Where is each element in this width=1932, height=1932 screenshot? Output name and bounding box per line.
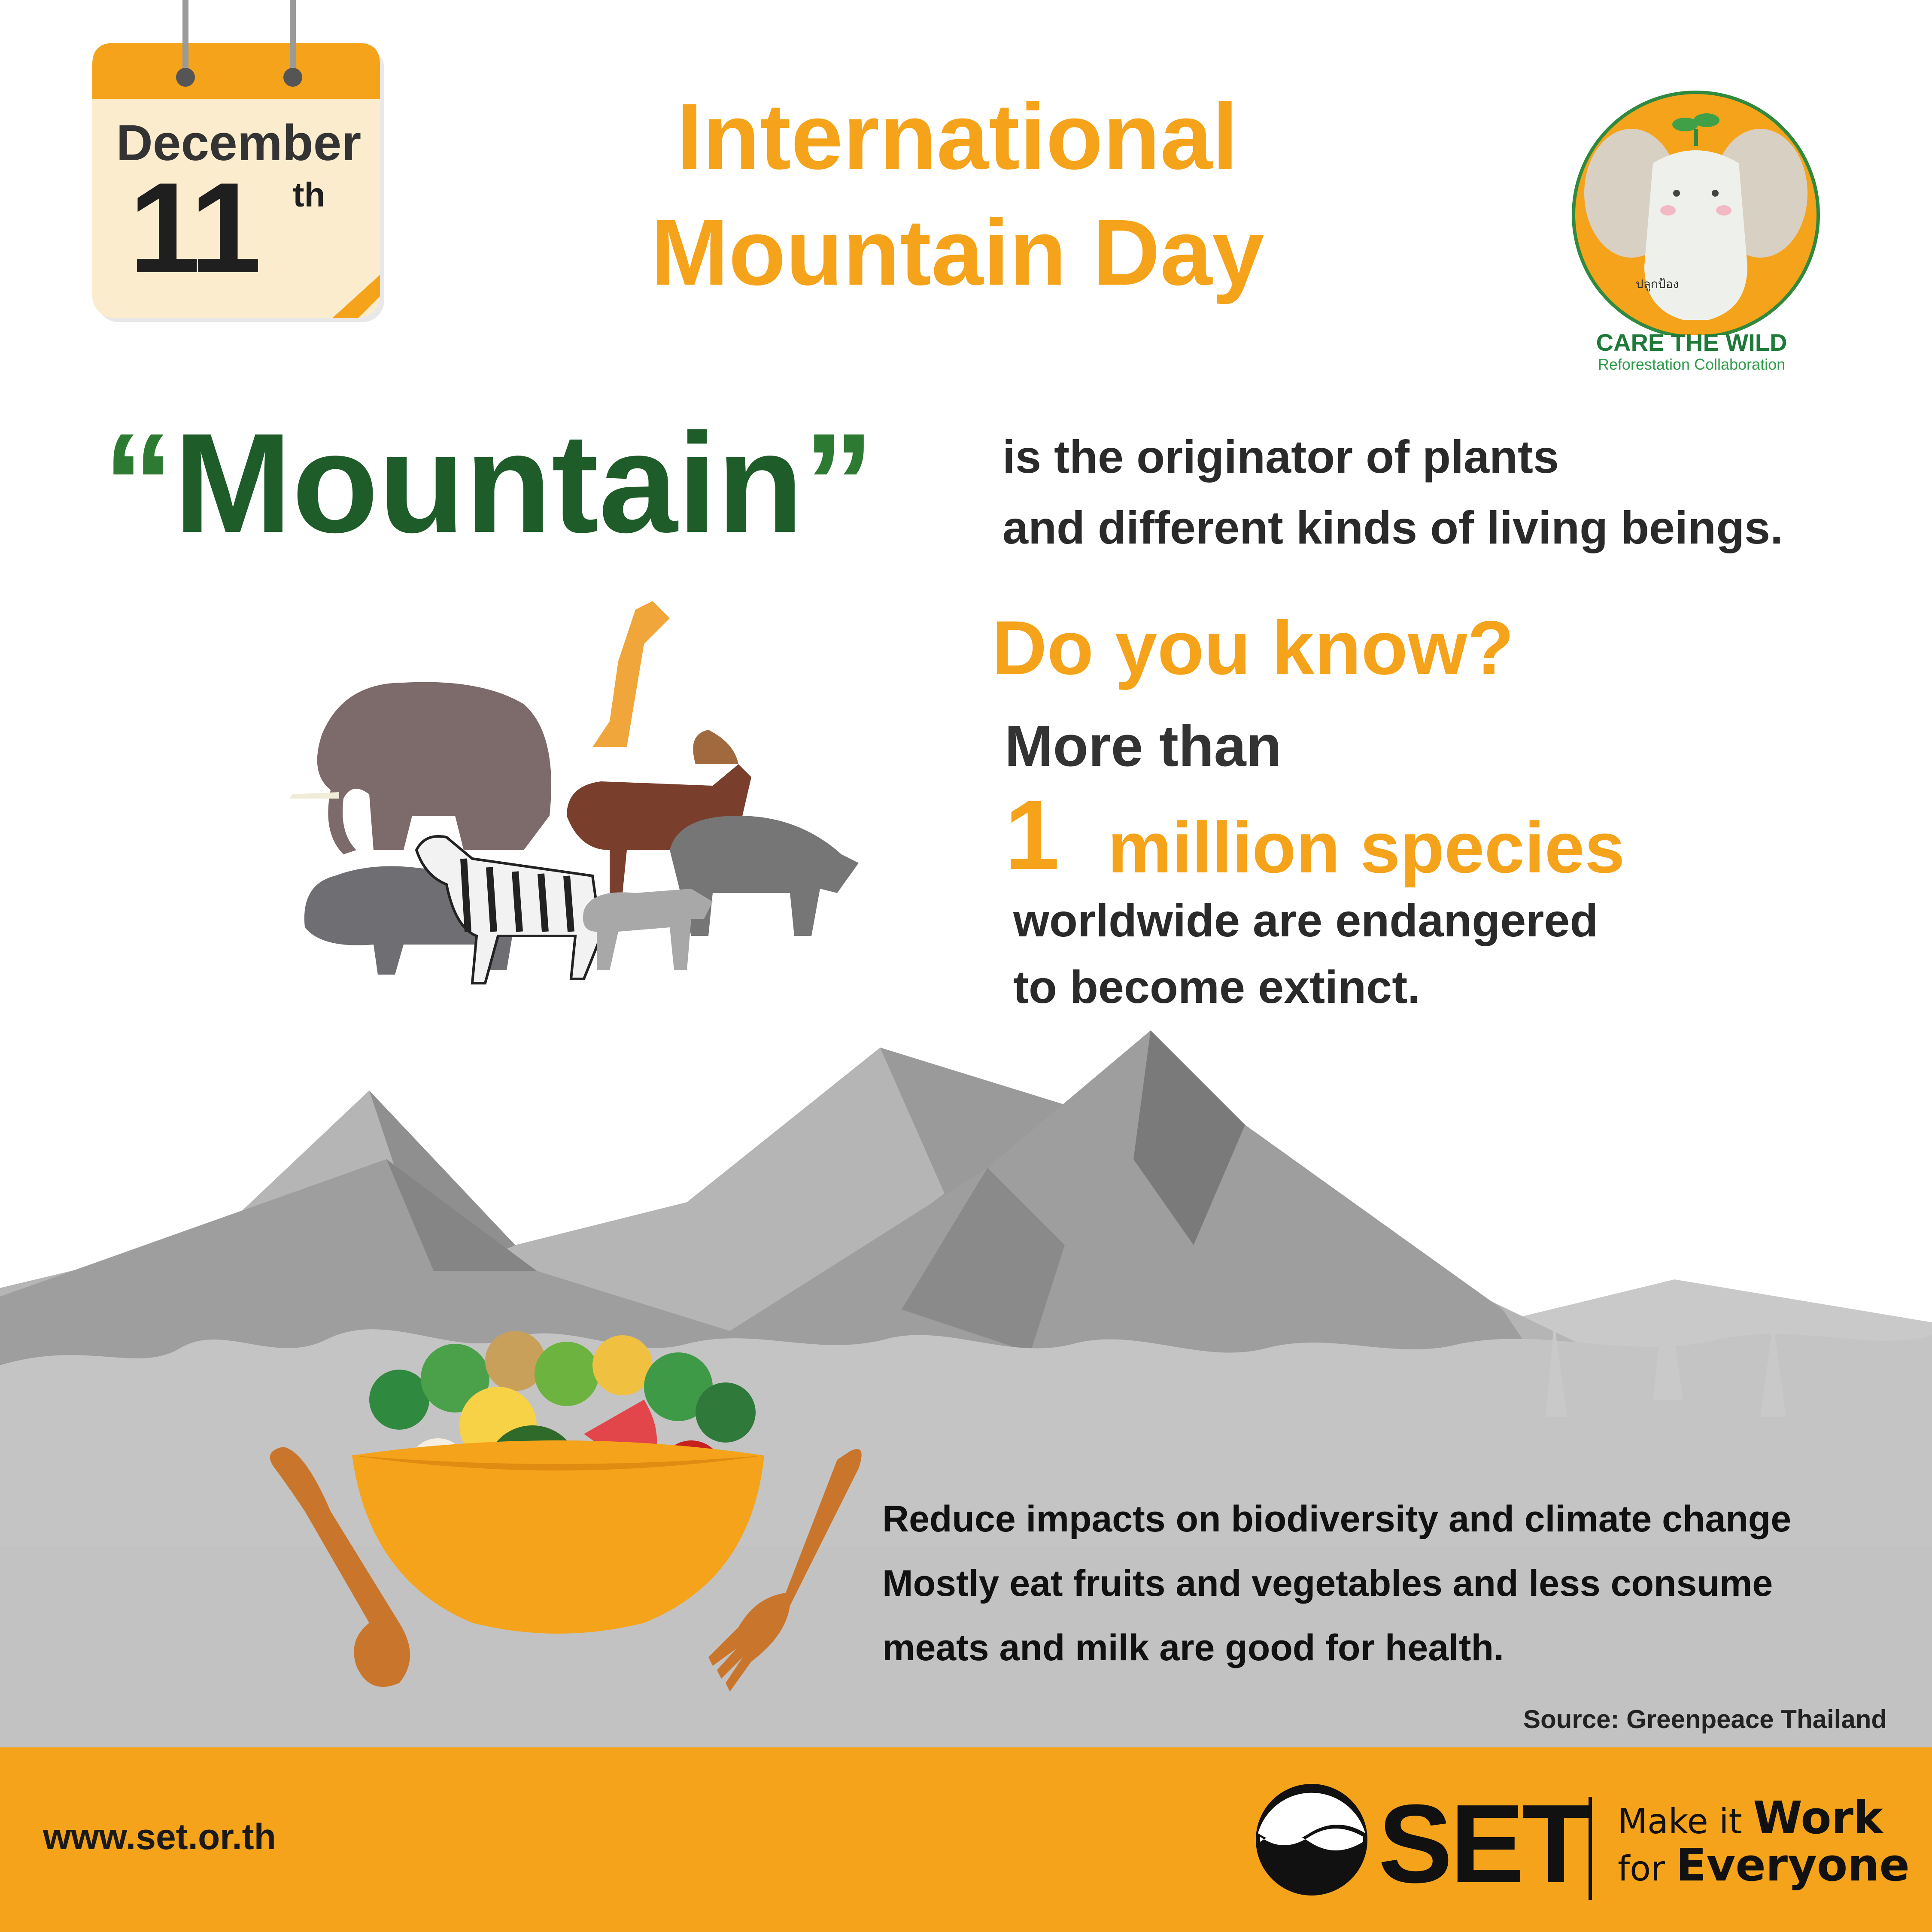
open-quote: “: [103, 404, 174, 562]
title-line-1: International: [676, 85, 1239, 189]
source-credit: Source: Greenpeace Thailand: [1523, 1705, 1887, 1734]
set-brand-name: SET: [1378, 1782, 1590, 1906]
logo-subtitle: Reforestation Collaboration: [1598, 355, 1786, 373]
fact-line-2: to become extinct.: [1013, 961, 1421, 1013]
fact-intro: More than: [1005, 714, 1282, 778]
calendar-icon: [92, 0, 384, 322]
tagline-prefix-2: for: [1618, 1849, 1676, 1889]
fact-number: 1: [1005, 780, 1060, 890]
tip-line-2: Mostly eat fruits and vegetables and les…: [882, 1563, 1773, 1604]
animals-illustration: [290, 601, 859, 984]
footer-bar: [0, 1747, 1932, 1932]
salad-bowl-illustration: [270, 1331, 862, 1692]
headline-line-1: is the originator of plants: [1002, 431, 1559, 483]
mountain-headline: “Mountain”: [103, 412, 874, 554]
tagline-line-1: Make it Work: [1618, 1792, 1883, 1844]
tip-line-1: Reduce impacts on biodiversity and clima…: [882, 1498, 1792, 1540]
tagline-line-2: for Everyone: [1618, 1839, 1910, 1891]
headline-line-2: and different kinds of living beings.: [1002, 501, 1783, 553]
set-logo-icon: [1256, 1784, 1367, 1896]
title-line-2: Mountain Day: [650, 200, 1264, 305]
fact-line-1: worldwide are endangered: [1013, 894, 1598, 946]
do-you-know-heading: Do you know?: [992, 605, 1514, 690]
close-quote: ”: [803, 404, 875, 562]
website-link[interactable]: www.set.or.th: [43, 1817, 276, 1857]
tip-line-3: meats and milk are good for health.: [882, 1627, 1504, 1668]
calendar-day-suffix: th: [293, 176, 325, 214]
footer-divider: [1589, 1797, 1592, 1900]
headline-word: Mountain: [174, 404, 804, 562]
tagline-bold-1: Work: [1753, 1792, 1883, 1844]
calendar-day: 11: [129, 155, 261, 300]
elephant-logo-icon: [1572, 91, 1820, 335]
logo-thai-text: ปลูกป้อง: [1635, 277, 1679, 291]
tagline-bold-2: Everyone: [1676, 1839, 1910, 1891]
tagline-prefix-1: Make it: [1618, 1801, 1753, 1841]
calendar-month: December: [116, 115, 361, 171]
logo-name: CARE THE WILD: [1596, 329, 1787, 356]
fact-unit: million species: [1108, 807, 1625, 888]
